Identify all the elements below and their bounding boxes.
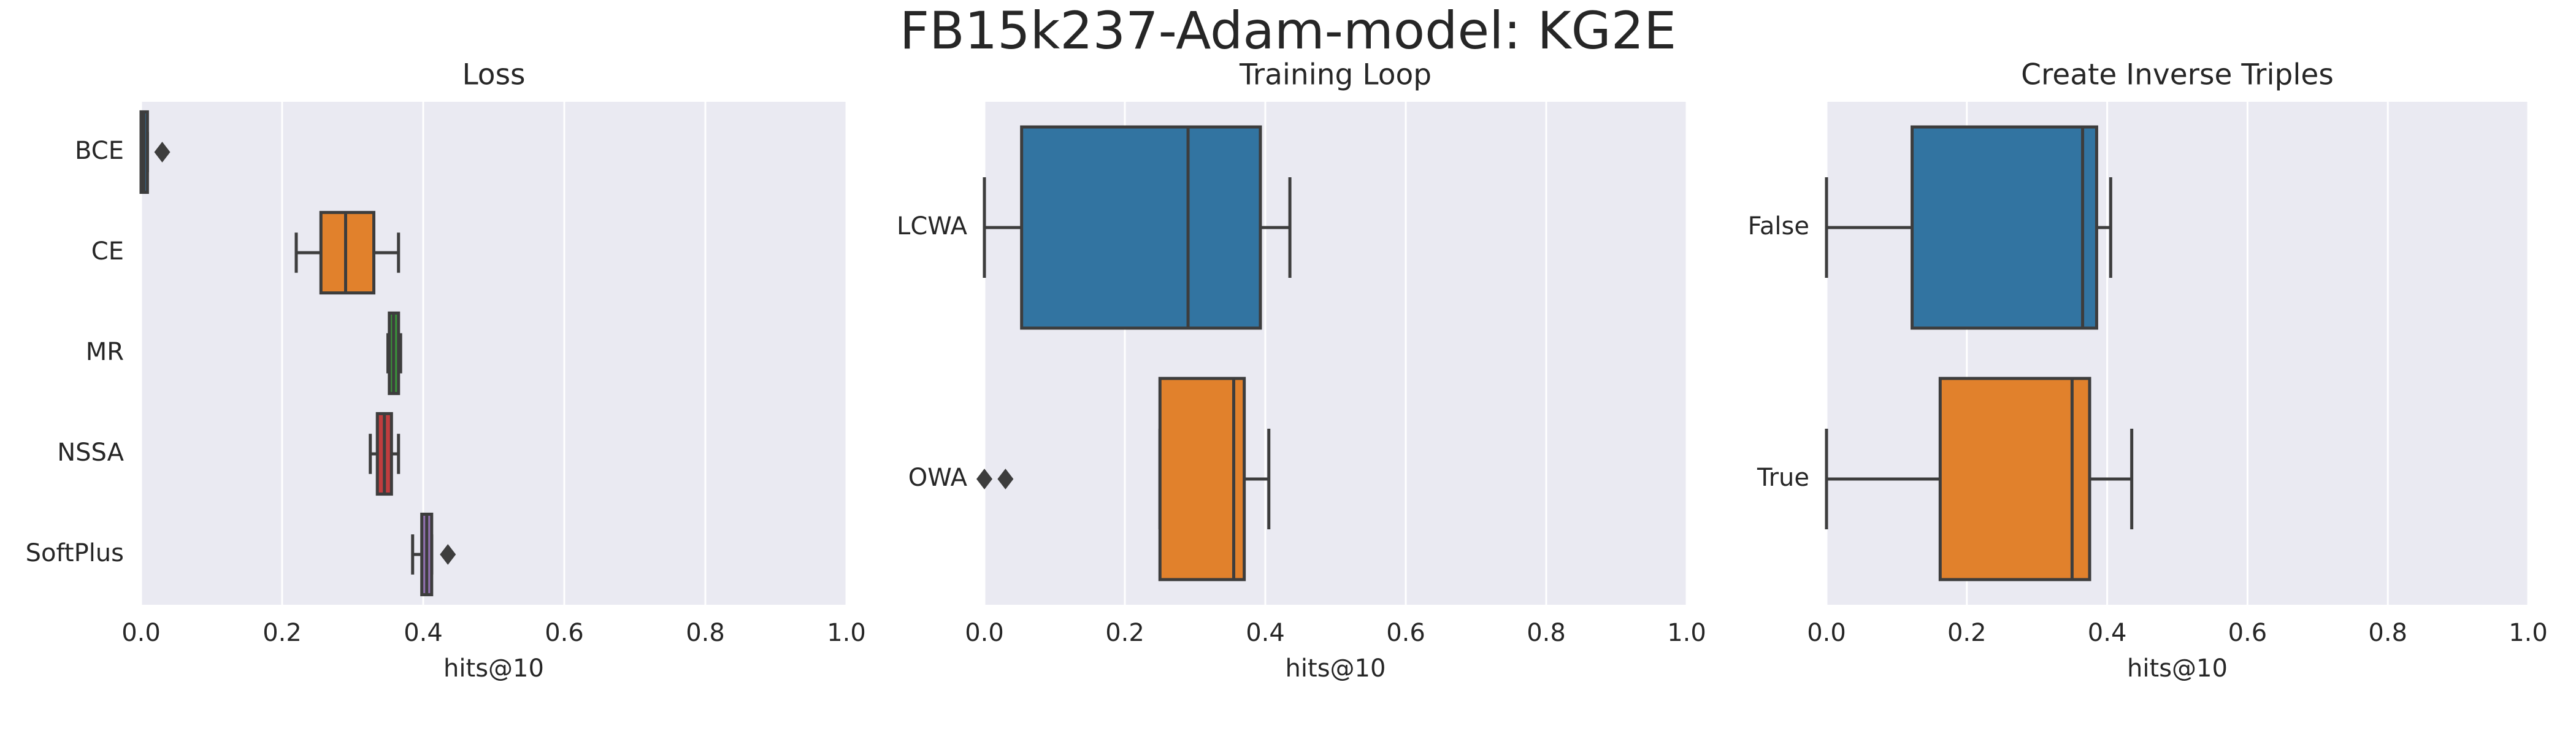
x-tick-label: 0.8 (1527, 619, 1566, 647)
x-tick-label: 0.8 (2368, 619, 2407, 647)
x-tick-label: 0.2 (263, 619, 302, 647)
y-tick-label: False (1748, 212, 1809, 240)
outlier (976, 469, 992, 489)
x-tick-label: 1.0 (2509, 619, 2548, 647)
x-tick-label: 0.0 (965, 619, 1004, 647)
x-tick-label: 0.0 (1807, 619, 1846, 647)
x-axis-label: hits@10 (1286, 654, 1386, 683)
x-tick-label: 0.8 (686, 619, 725, 647)
x-tick-label: 1.0 (1667, 619, 1706, 647)
y-tick-label: SoftPlus (26, 539, 124, 567)
plot-background (141, 102, 846, 605)
panel-title: Loss (462, 58, 525, 92)
box (1020, 125, 1262, 330)
box (1911, 125, 2098, 330)
panel-title: Create Inverse Triples (2021, 58, 2334, 92)
panel-title: Training Loop (1239, 58, 1432, 92)
x-tick-label: 0.6 (545, 619, 584, 647)
x-tick-label: 0.0 (121, 619, 161, 647)
x-tick-label: 0.6 (1386, 619, 1425, 647)
x-tick-label: 0.6 (2228, 619, 2267, 647)
y-tick-label: True (1757, 464, 1809, 492)
y-tick-label: NSSA (57, 439, 124, 467)
x-tick-label: 1.0 (827, 619, 866, 647)
outlier (997, 469, 1014, 489)
x-axis-label: hits@10 (443, 654, 544, 683)
y-tick-label: OWA (908, 464, 968, 492)
box (1938, 377, 2091, 581)
y-tick-label: LCWA (897, 212, 968, 240)
box (1158, 377, 1246, 581)
x-axis-label: hits@10 (2127, 654, 2228, 683)
figure-title: FB15k237-Adam-model: KG2E (900, 1, 1676, 61)
x-tick-label: 0.2 (1947, 619, 1987, 647)
outlier (154, 142, 171, 163)
y-tick-label: BCE (75, 137, 124, 165)
box (319, 210, 375, 295)
x-tick-label: 0.2 (1105, 619, 1144, 647)
y-tick-label: MR (86, 338, 124, 366)
outlier (440, 544, 456, 565)
x-tick-label: 0.4 (404, 619, 443, 647)
x-tick-label: 0.4 (1246, 619, 1285, 647)
x-tick-label: 0.4 (2088, 619, 2127, 647)
y-tick-label: CE (91, 237, 124, 266)
